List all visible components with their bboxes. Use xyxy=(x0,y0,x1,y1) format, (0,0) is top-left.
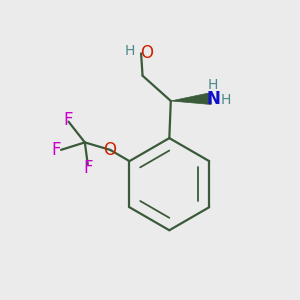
Text: F: F xyxy=(64,111,73,129)
Polygon shape xyxy=(171,93,211,104)
Text: F: F xyxy=(83,159,93,177)
Text: O: O xyxy=(103,141,117,159)
Text: F: F xyxy=(51,141,61,159)
Text: H: H xyxy=(124,44,135,58)
Text: N: N xyxy=(206,90,220,108)
Text: H: H xyxy=(220,93,231,107)
Text: H: H xyxy=(208,78,218,92)
Text: O: O xyxy=(140,44,153,62)
